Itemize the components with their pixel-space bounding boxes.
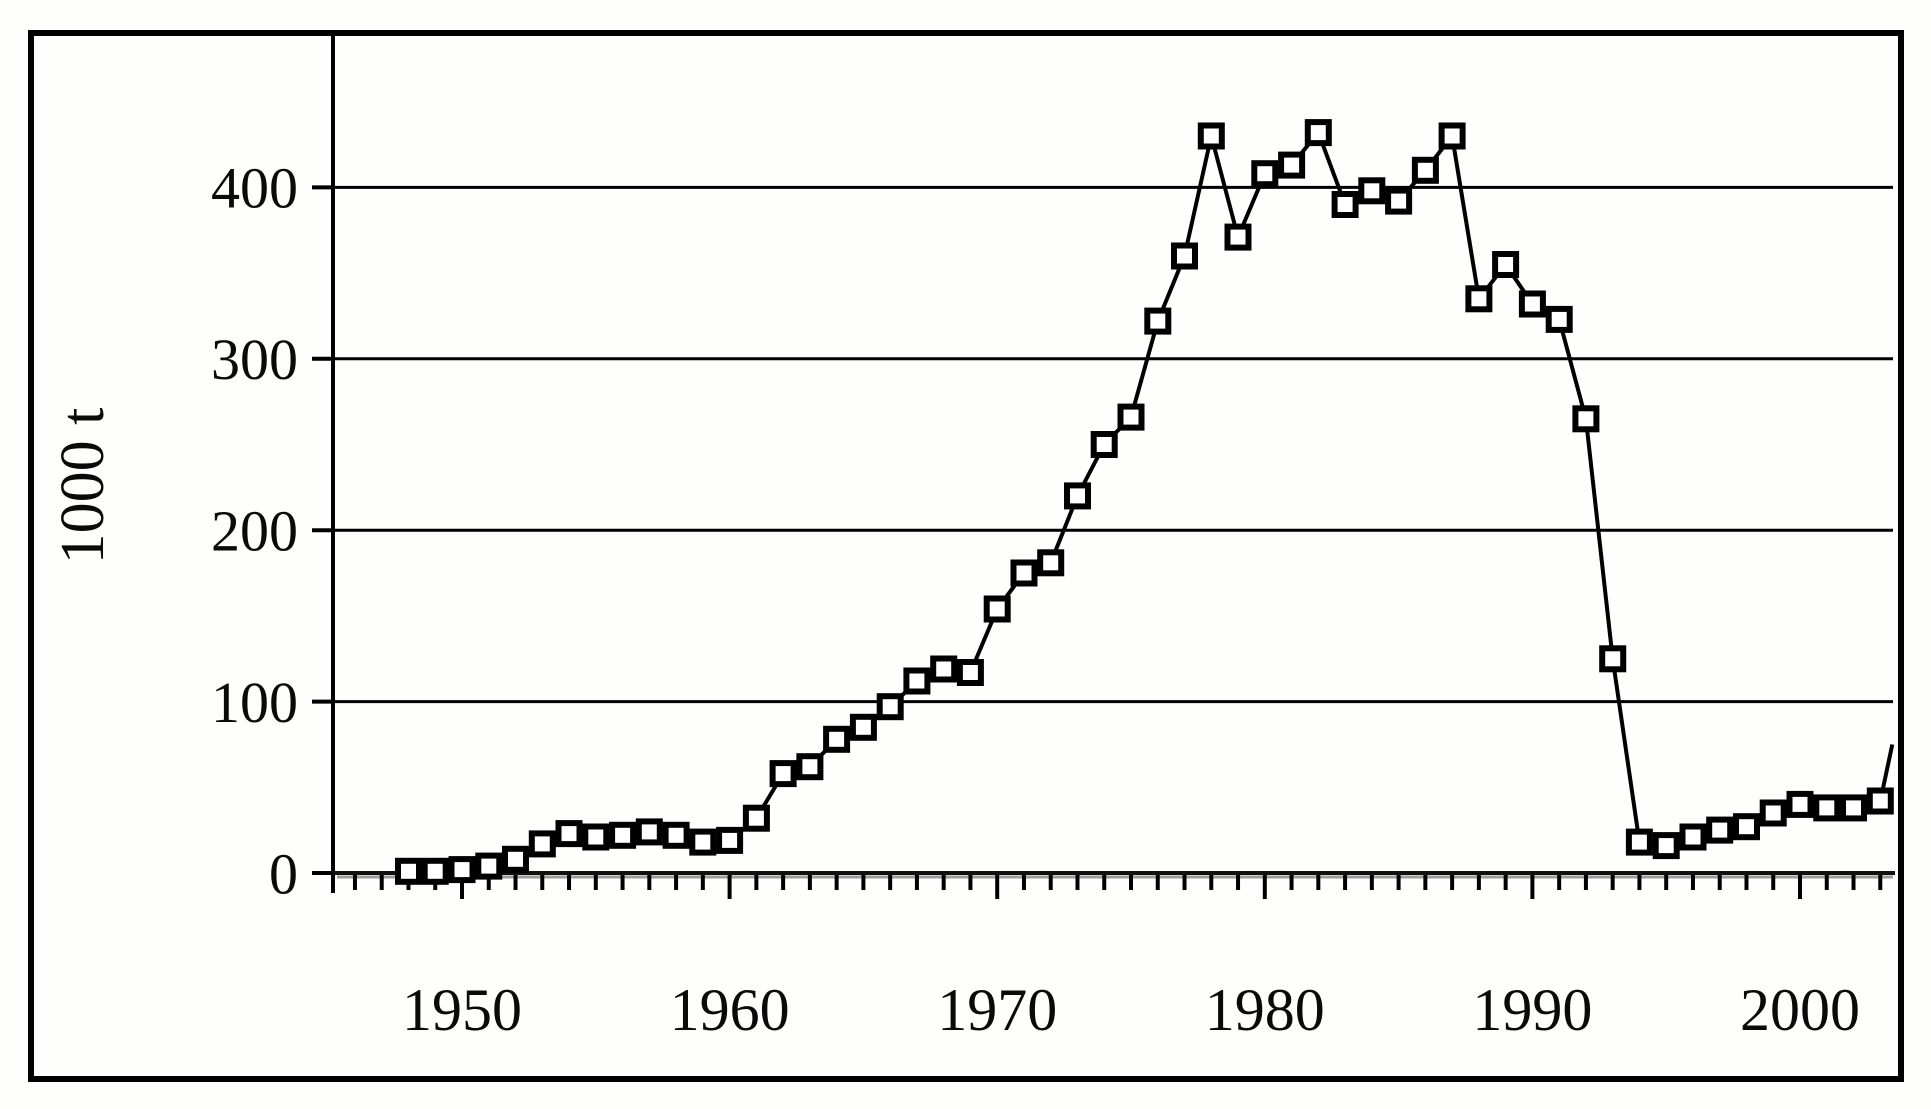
data-series-layer [395,119,1895,885]
data-point-marker-1997 [1706,816,1734,844]
data-point-marker-1959 [689,828,717,856]
data-point-marker-1964 [823,725,851,753]
axes-layer [331,36,1895,893]
data-point-marker-1965 [849,713,877,741]
y-tick-label-400: 400 [211,156,298,221]
data-point-marker-1999 [1759,799,1787,827]
data-point-marker-1991 [1545,305,1573,333]
data-point-marker-1998 [1733,813,1760,841]
data-point-marker-1976 [1144,307,1172,335]
data-point-marker-2003 [1866,787,1894,815]
x-tick-label-1980: 1980 [1205,977,1325,1043]
y-tick-label-0: 0 [269,841,298,906]
gridlines-layer [333,185,1893,704]
data-point-marker-1955 [582,823,610,851]
data-point-marker-1963 [796,753,824,781]
data-point-marker-1987 [1438,122,1466,150]
data-point-marker-1949 [421,857,449,885]
x-tick-label-2000: 2000 [1740,977,1860,1043]
data-point-marker-2001 [1813,794,1841,822]
x-tick-label-1970: 1970 [937,977,1057,1043]
x-tick-label-1960: 1960 [670,977,790,1043]
data-point-marker-1983 [1331,191,1359,218]
axis-labels-layer: 0 100 200 300 400 1950 1960 1970 1980 1990 2000 [211,156,1860,1043]
data-point-marker-1951 [475,852,503,880]
ticks-layer [312,185,1883,899]
data-point-marker-1960 [716,826,744,854]
data-point-marker-1985 [1385,187,1413,215]
data-point-marker-1989 [1492,251,1520,278]
data-point-marker-1980 [1251,160,1279,188]
data-point-marker-1978 [1197,122,1225,150]
y-axis-title: 1000 t [49,408,117,565]
data-point-marker-1993 [1599,645,1627,673]
data-point-marker-1952 [502,845,529,873]
data-point-marker-1973 [1064,482,1091,510]
data-point-marker-1956 [609,821,637,849]
data-point-marker-1962 [769,760,797,788]
data-point-marker-1982 [1304,119,1332,147]
data-point-marker-1961 [742,804,770,832]
data-point-marker-1957 [635,818,663,846]
data-point-marker-1971 [1010,559,1038,587]
data-point-marker-1977 [1171,242,1198,270]
data-point-marker-1996 [1679,823,1707,851]
data-point-marker-1990 [1518,290,1546,318]
data-point-marker-1953 [528,830,556,858]
x-tick-label-1990: 1990 [1472,977,1592,1043]
data-point-marker-1948 [395,857,422,885]
data-point-marker-1958 [662,821,690,849]
data-point-marker-1966 [876,693,904,721]
data-point-marker-1974 [1090,431,1118,458]
data-line [408,128,1895,874]
data-point-marker-1967 [903,667,931,695]
data-point-marker-2000 [1786,790,1814,818]
data-point-marker-1981 [1278,151,1306,179]
data-point-marker-1986 [1411,156,1439,184]
x-tick-label-1950: 1950 [402,977,522,1043]
data-point-marker-2002 [1840,794,1867,822]
y-tick-label-300: 300 [211,327,298,392]
data-point-marker-1968 [930,655,958,683]
data-point-marker-1984 [1358,177,1386,205]
figure-border [28,30,1904,1082]
y-tick-label-200: 200 [211,499,298,564]
data-point-marker-1954 [555,820,583,848]
data-point-marker-1994 [1625,828,1653,856]
data-point-marker-1995 [1652,832,1680,860]
data-point-marker-1970 [983,595,1011,623]
data-point-marker-1975 [1117,403,1145,431]
data-point-marker-1950 [448,856,476,884]
data-point-marker-1969 [956,659,984,686]
data-point-marker-1992 [1572,405,1600,433]
data-point-marker-1988 [1465,285,1493,313]
y-tick-label-100: 100 [211,670,298,735]
data-point-marker-1979 [1224,223,1252,251]
data-point-marker-1972 [1037,549,1065,577]
